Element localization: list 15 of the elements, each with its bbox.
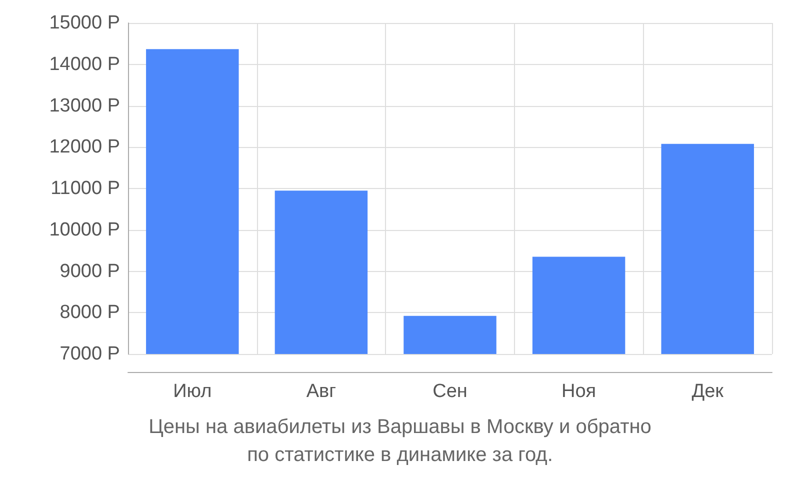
y-tick-label: 12000 Р xyxy=(49,136,120,158)
y-tick-label: 8000 Р xyxy=(60,302,120,324)
text: Цены на авиабилеты из Варшавы в Москву и обратно по статистике в динамике за год. xyxy=(148,416,652,466)
x-tick-label: Июл xyxy=(173,381,212,402)
x-tick-label: Сен xyxy=(432,381,468,402)
x-tick-label: Ноя xyxy=(562,381,596,402)
y-tick-label: 15000 Р xyxy=(49,12,120,34)
y-tick-label: 10000 Р xyxy=(49,219,120,240)
y-tick-label: 7000 Р xyxy=(60,344,120,364)
x-tick-label: Авг xyxy=(306,381,336,402)
y-tick-label: 9000 Р xyxy=(60,260,120,282)
x-tick-label: Дек xyxy=(692,381,724,402)
y-tick-label: 11000 Р xyxy=(50,178,120,199)
y-tick-label: 13000 Р xyxy=(49,95,120,116)
y-tick-label: 14000 Р xyxy=(49,54,120,75)
